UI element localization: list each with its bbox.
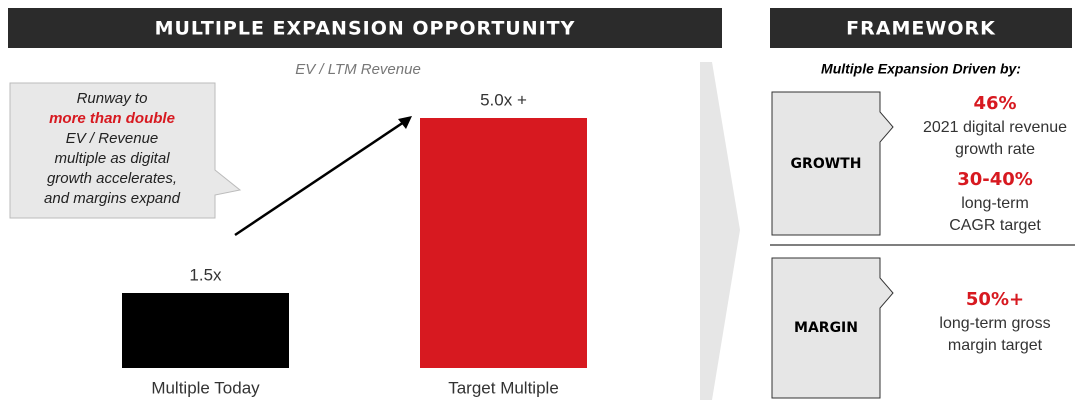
framework-bar [770, 8, 1072, 48]
value-label: 1.5x [189, 265, 222, 284]
metric-desc: long-term [961, 195, 1029, 212]
chart-subtitle: EV / LTM Revenue [295, 61, 421, 78]
callout-line: multiple as digital [54, 150, 170, 167]
metric-desc: margin target [948, 337, 1043, 354]
metric-desc: long-term gross [939, 315, 1050, 332]
callout-line: growth accelerates, [47, 170, 177, 187]
header-bar [8, 8, 722, 48]
callout-line: Runway to [77, 90, 148, 107]
category-label: Multiple Today [151, 378, 260, 397]
callout-box [9, 82, 242, 219]
category-label: Target Multiple [448, 378, 559, 397]
framework-box [771, 91, 894, 236]
bar [122, 293, 289, 368]
callout-line: and margins expand [44, 190, 181, 207]
metric-desc: 2021 digital revenue [923, 119, 1067, 136]
framework-box [771, 257, 894, 399]
framework-subtitle: Multiple Expansion Driven by: [821, 61, 1021, 77]
arrow [234, 120, 405, 237]
metric-desc: growth rate [955, 141, 1035, 158]
framework-label: GROWTH [791, 156, 862, 172]
framework-label: MARGIN [794, 320, 858, 336]
arrow-head [398, 116, 412, 129]
chevron [700, 62, 740, 400]
framework-title: FRAMEWORK [846, 18, 996, 40]
metric-value: 46% [973, 93, 1016, 114]
callout-line: EV / Revenue [66, 130, 159, 147]
metric-value: 50%+ [966, 289, 1024, 310]
value-label: 5.0x + [480, 90, 527, 109]
header-title: MULTIPLE EXPANSION OPPORTUNITY [155, 18, 576, 40]
bar [420, 118, 587, 368]
metric-desc: CAGR target [949, 217, 1041, 234]
metric-value: 30-40% [957, 169, 1033, 190]
callout-line: more than double [49, 110, 175, 127]
